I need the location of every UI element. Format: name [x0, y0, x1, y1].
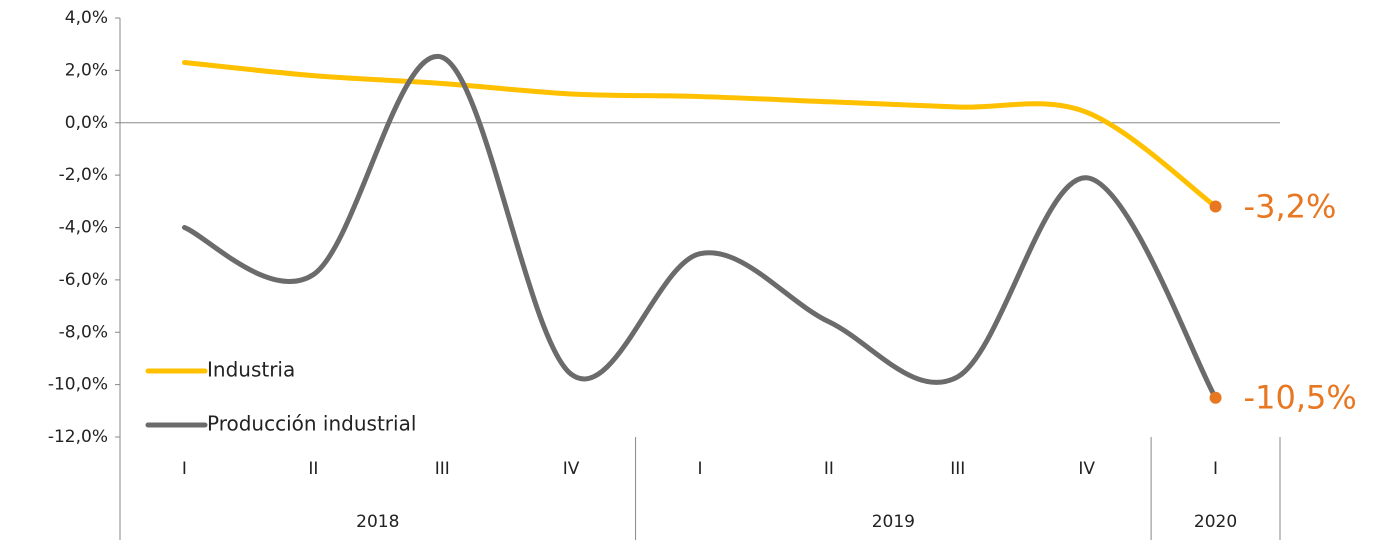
end-marker — [1209, 391, 1222, 404]
y-tick-label: 2,0% — [65, 60, 108, 80]
value-label: -10,5% — [1244, 379, 1357, 417]
y-tick-label: -2,0% — [59, 165, 108, 185]
x-tick-label: II — [308, 459, 318, 479]
x-tick-label: IV — [563, 459, 580, 479]
y-tick-label: -12,0% — [48, 427, 108, 447]
y-tick-label: -6,0% — [59, 270, 108, 290]
x-tick-label: IV — [1078, 459, 1095, 479]
end-marker — [1209, 200, 1222, 213]
series-line — [181, 60, 1219, 210]
x-tick-label: I — [1213, 459, 1218, 479]
value-label: -3,2% — [1244, 188, 1337, 226]
legend-label: Industria — [207, 358, 295, 382]
y-tick-label: 0,0% — [65, 113, 108, 133]
x-tick-label: II — [824, 459, 834, 479]
y-tick-label: -4,0% — [59, 218, 108, 238]
x-group-label: 2018 — [356, 512, 399, 532]
y-tick-label: -8,0% — [59, 322, 108, 342]
x-tick-label: I — [182, 459, 187, 479]
y-tick-label: 4,0% — [65, 8, 108, 28]
x-tick-label: I — [697, 459, 702, 479]
x-group-label: 2019 — [872, 512, 915, 532]
series-line — [181, 54, 1219, 401]
x-tick-label: III — [435, 459, 450, 479]
x-group-label: 2020 — [1194, 512, 1237, 532]
y-tick-label: -10,0% — [48, 375, 108, 395]
x-tick-label: III — [950, 459, 965, 479]
legend-label: Producción industrial — [207, 412, 416, 436]
